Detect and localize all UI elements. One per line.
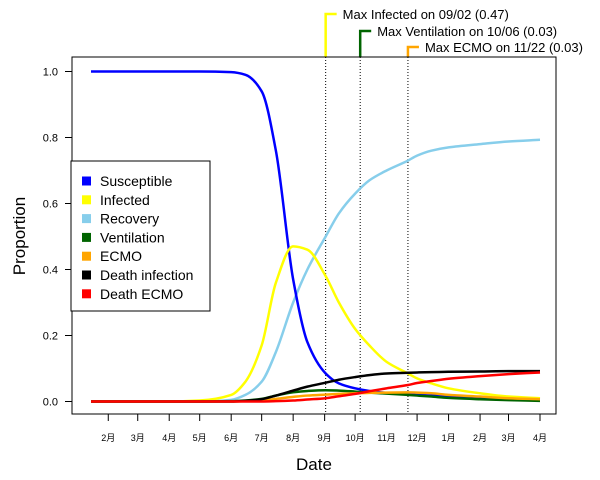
x-tick-label: 4月: [533, 433, 547, 443]
legend: Susceptible Infected Recovery Ventilation EC…: [70, 160, 211, 312]
legend-label-susceptible: Susceptible: [100, 173, 173, 189]
x-axis-title: Date: [296, 455, 332, 474]
legend-label-recovery: Recovery: [100, 211, 159, 227]
y-tick-label: 1.0: [43, 67, 58, 79]
y-tick-label: 0.0: [43, 397, 58, 409]
x-tick-label: 12月: [408, 433, 427, 443]
annotation-callout: [324, 12, 337, 57]
x-tick-label: 2月: [473, 433, 487, 443]
x-tick-label: 9月: [318, 433, 332, 443]
x-tick-label: 11月: [377, 433, 395, 443]
y-tick-label: 0.2: [43, 331, 58, 343]
x-tick-label: 1月: [442, 433, 456, 443]
x-tick-label: 10月: [346, 433, 365, 443]
legend-swatch-infected: [82, 195, 91, 205]
legend-swatch-recovery: [82, 214, 91, 224]
legend-label-death-ecmo: Death ECMO: [100, 286, 183, 302]
series-line-death-ecmo: [91, 371, 541, 403]
annotation-label: Max Ventilation on 10/06 (0.03): [377, 24, 557, 39]
legend-label-ecmo: ECMO: [100, 248, 142, 264]
x-tick-label: 7月: [255, 433, 269, 443]
y-axis: 0.0 0.2 0.4 0.6 0.8 1.0: [43, 67, 72, 409]
annotation-label: Max ECMO on 11/22 (0.03): [425, 40, 583, 55]
legend-label-infected: Infected: [100, 192, 150, 208]
legend-swatch-ventilation: [82, 232, 91, 242]
y-tick-label: 0.4: [43, 265, 58, 277]
y-tick-label: 0.8: [43, 133, 58, 145]
annotation-callout: [406, 45, 419, 57]
x-axis: 2月 3月 4月 5月 6月 7月 8月 9月 10月 11月 12月 1月 2月 3月 4月: [101, 414, 547, 443]
legend-swatch-death-ecmo: [82, 289, 91, 299]
y-axis-title: Proportion: [10, 197, 29, 275]
legend-swatch-susceptible: [82, 176, 91, 186]
annotation-label: Max Infected on 09/02 (0.47): [343, 7, 509, 22]
legend-label-death-infection: Death infection: [100, 267, 193, 283]
x-tick-label: 4月: [162, 433, 176, 443]
x-tick-label: 2月: [101, 433, 115, 443]
x-tick-label: 5月: [193, 433, 207, 443]
annotation-layer: Max Infected on 09/02 (0.47) Max Ventilat…: [324, 7, 583, 414]
legend-swatch-death-infection: [82, 270, 91, 280]
x-tick-label: 6月: [224, 433, 238, 443]
x-tick-label: 3月: [502, 433, 516, 443]
legend-box: [70, 160, 211, 312]
legend-swatch-ecmo: [82, 251, 91, 261]
x-tick-label: 8月: [286, 433, 300, 443]
legend-label-ventilation: Ventilation: [100, 229, 165, 245]
y-tick-label: 0.6: [43, 199, 58, 211]
x-tick-label: 3月: [131, 433, 145, 443]
series-layer: [90, 70, 541, 403]
annotation-callout: [358, 29, 372, 57]
